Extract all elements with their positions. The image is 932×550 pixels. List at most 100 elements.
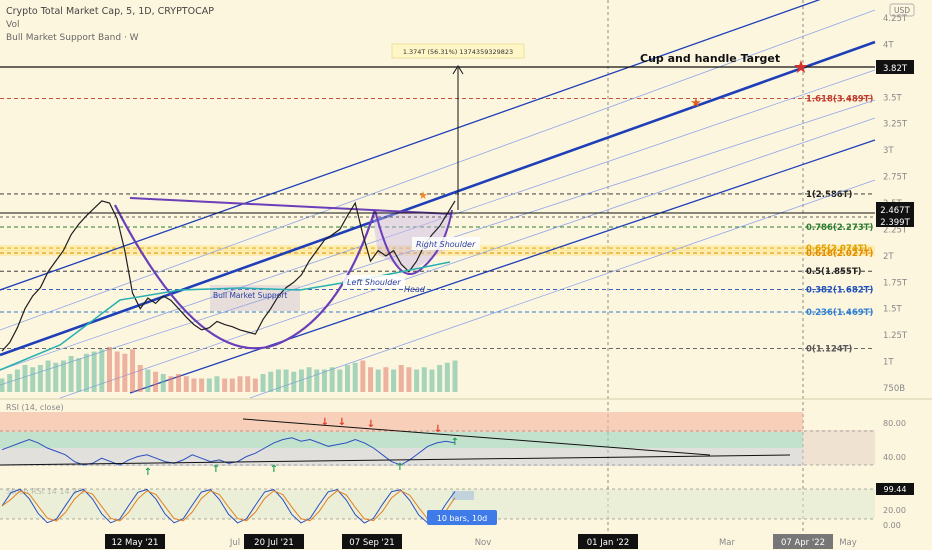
- volume-bar: [30, 367, 36, 392]
- volume-bar: [352, 362, 358, 392]
- chart-title[interactable]: Crypto Total Market Cap, 5, 1D, CRYPTOCA…: [6, 6, 214, 17]
- price-axis-label: 2.75T: [883, 173, 908, 183]
- price-axis-label: 1T: [883, 358, 894, 368]
- volume-bar: [91, 351, 97, 392]
- channel-upper-line[interactable]: [0, 0, 875, 291]
- volume-bar: [321, 369, 327, 392]
- svg-text:↑: ↑: [396, 462, 404, 473]
- time-axis-label: Jul: [229, 538, 240, 548]
- fib-level-label: 0.618(2.027T): [806, 249, 873, 259]
- rsi-resistance-trend[interactable]: [242, 418, 711, 456]
- fib-level-label: 0.5(1.855T): [806, 267, 862, 277]
- channel-lower-line[interactable]: [129, 139, 876, 394]
- price-axis-label: 1.5T: [883, 305, 903, 315]
- volume-bar: [206, 378, 212, 392]
- measure-label: 1.374T (56.31%) 1374359329823: [403, 48, 513, 56]
- volume-bar: [45, 360, 51, 392]
- volume-bar: [168, 376, 174, 392]
- volume-bar: [22, 365, 28, 392]
- time-axis-label: Nov: [475, 538, 492, 548]
- time-axis-label: 01 Jan '22: [587, 538, 629, 548]
- rsi-signal-arrows: ↓ ↓ ↓ ↓ ↑ ↑ ↑ ↑ ↑: [144, 417, 459, 478]
- support-label: Bull Market Support: [213, 291, 287, 300]
- time-axis-label: 12 May '21: [112, 538, 159, 548]
- volume-bar: [314, 369, 320, 392]
- volume-bar: [414, 369, 420, 392]
- neckline-star-icon: ★: [418, 189, 428, 202]
- svg-text:↑: ↑: [270, 464, 278, 475]
- volume-bar: [298, 369, 304, 392]
- volume-bar: [283, 369, 289, 392]
- handle-curve[interactable]: [374, 209, 453, 275]
- volume-bar: [391, 369, 397, 392]
- time-axis[interactable]: 12 May '21 Jul 20 Jul '21 07 Sep '21 Nov 01 J…: [105, 534, 857, 549]
- svg-text:99.44: 99.44: [884, 485, 907, 494]
- volume-bar: [268, 371, 274, 392]
- neckline[interactable]: [129, 197, 453, 215]
- volume-bar: [76, 358, 82, 392]
- price-candles[interactable]: [1, 200, 456, 352]
- volume-bar: [368, 367, 374, 392]
- volume-bar: [406, 367, 412, 392]
- volume-bar: [99, 349, 105, 392]
- volume-bar: [183, 376, 189, 392]
- currency-label: USD: [894, 6, 910, 15]
- fib-level-label: 0(1.124T): [806, 344, 852, 354]
- volume-bar: [37, 365, 43, 392]
- volume-bars: [0, 347, 458, 392]
- volume-bar: [398, 365, 404, 392]
- stoch-d-line[interactable]: [1, 490, 456, 522]
- volume-bar: [245, 376, 251, 392]
- price-axis-label: 3.25T: [883, 120, 908, 130]
- volume-bar: [383, 367, 389, 392]
- rsi-title[interactable]: RSI (14, close): [6, 403, 64, 412]
- volume-bar: [291, 371, 297, 392]
- bars-range-label: 10 bars, 10d: [437, 514, 488, 523]
- volume-bar: [53, 362, 59, 392]
- channel-fan-1: [0, 9, 876, 331]
- cup-and-handle-pattern[interactable]: [114, 197, 453, 350]
- svg-text:↑: ↑: [144, 467, 152, 478]
- volume-bar: [0, 378, 5, 392]
- volume-legend[interactable]: Vol: [6, 20, 19, 30]
- stoch-axis-lower: 20.00: [883, 506, 906, 515]
- fib-level-label: 1(2.586T): [806, 190, 852, 200]
- measure-arrow-head: [452, 65, 464, 75]
- price-axis-label: 2T: [883, 252, 894, 262]
- price-axis-label: 4.25T: [883, 14, 908, 24]
- stoch-value-badge: 99.44: [876, 483, 914, 495]
- time-axis-label: 07 Apr '22: [781, 538, 825, 548]
- rsi-axis-80: 80.00: [883, 419, 906, 428]
- volume-bar: [345, 365, 351, 392]
- price-badge-target: 3.82T: [876, 60, 914, 74]
- cup-curve[interactable]: [114, 204, 377, 350]
- rsi-support-trend[interactable]: [0, 454, 791, 466]
- price-axis-label: 3.5T: [883, 93, 903, 103]
- channel-mid-line[interactable]: [0, 40, 876, 357]
- volume-bar: [360, 360, 366, 392]
- rsi-line[interactable]: [1, 437, 456, 466]
- stoch-axis-zero: 0.00: [883, 521, 901, 530]
- volume-bar: [337, 369, 343, 392]
- time-badge: [244, 534, 304, 549]
- stoch-title[interactable]: Stoch RSI 14 14 3 3: [6, 487, 85, 496]
- svg-text:↓: ↓: [321, 417, 329, 428]
- bars-range-box[interactable]: 10 bars, 10d: [427, 491, 497, 525]
- fib-level-label: 0.382(1.682T): [806, 285, 873, 295]
- measure-label-box: [391, 43, 525, 59]
- volume-bar: [83, 353, 89, 392]
- volume-bar: [421, 367, 427, 392]
- channel-fan-4: [59, 117, 876, 399]
- band-legend[interactable]: Bull Market Support Band · W: [6, 33, 139, 43]
- time-badge: [342, 534, 402, 549]
- volume-bar: [222, 378, 228, 392]
- volume-bar: [60, 360, 66, 392]
- regression-channel[interactable]: [0, 0, 876, 399]
- stoch-k-line[interactable]: [1, 488, 456, 524]
- price-axis-bg: [875, 0, 932, 532]
- volume-bar: [68, 356, 74, 392]
- time-axis-label: 20 Jul '21: [254, 538, 294, 548]
- volume-bar: [375, 369, 381, 392]
- currency-badge[interactable]: [889, 3, 915, 17]
